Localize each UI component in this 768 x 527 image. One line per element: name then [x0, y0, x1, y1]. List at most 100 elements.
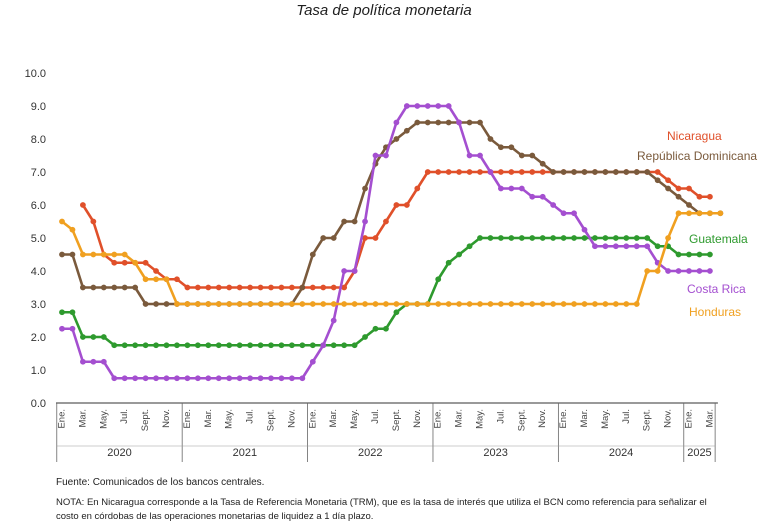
series-point	[518, 185, 525, 192]
series-point	[194, 284, 201, 291]
series-point	[194, 375, 201, 382]
series-point	[372, 301, 379, 307]
series-point	[571, 210, 577, 217]
series-point	[132, 259, 139, 266]
series-point	[69, 325, 76, 332]
series-point	[686, 251, 692, 258]
month-tick-label: Jul.	[621, 409, 632, 424]
month-tick-label: Sept.	[516, 409, 527, 431]
series-point	[560, 235, 567, 241]
series-point	[424, 301, 431, 307]
series-point	[278, 301, 285, 307]
series-point	[362, 301, 368, 307]
series-point	[163, 375, 170, 382]
series-point	[383, 218, 389, 225]
series-point	[581, 169, 588, 175]
y-tick-label: 10.0	[25, 68, 46, 80]
series-point	[257, 342, 264, 349]
series-point	[268, 301, 274, 307]
series-point	[466, 169, 473, 175]
series-point	[539, 301, 546, 307]
series-point	[351, 218, 358, 225]
series-point	[330, 342, 337, 349]
month-tick-label: Mar.	[203, 409, 214, 427]
series-point	[100, 358, 107, 365]
series-point	[403, 301, 410, 307]
month-tick-label: Mar.	[579, 409, 590, 427]
series-point	[654, 243, 661, 250]
year-label: 2020	[107, 447, 131, 459]
series-point	[508, 301, 515, 307]
series-point	[341, 268, 348, 274]
series-point	[393, 301, 400, 307]
series-point	[247, 375, 254, 382]
series-point	[539, 235, 546, 241]
series-point	[498, 144, 504, 151]
series-point	[153, 301, 159, 307]
series-point	[403, 127, 410, 134]
series-point	[299, 375, 306, 382]
series-point	[111, 375, 118, 382]
series-point	[665, 185, 671, 192]
series-point	[529, 169, 536, 175]
series-point	[592, 243, 598, 250]
series-point	[351, 268, 358, 274]
chart-title: Tasa de política monetaria	[296, 2, 472, 19]
series-point	[268, 375, 274, 382]
series-point	[184, 301, 191, 307]
series-point	[529, 152, 536, 159]
series-point	[498, 185, 504, 192]
series-point	[550, 301, 557, 307]
series-point	[163, 301, 170, 307]
series-point	[121, 284, 128, 291]
series-point	[330, 284, 337, 291]
series-point	[174, 301, 180, 307]
series-point	[142, 276, 149, 283]
series-point	[236, 284, 243, 291]
series-point	[121, 375, 128, 382]
month-tick-label: Nov.	[286, 409, 297, 428]
series-point	[205, 375, 212, 382]
series-point	[215, 284, 222, 291]
series-point	[602, 169, 609, 175]
series-point	[184, 342, 191, 349]
series-point	[215, 375, 222, 382]
series-point	[466, 119, 473, 126]
series-point	[393, 309, 400, 316]
series-point	[414, 119, 421, 126]
series-point	[163, 276, 170, 283]
series-point	[424, 169, 431, 175]
series-point	[80, 202, 86, 208]
series-point	[111, 251, 118, 258]
series-point	[508, 235, 515, 241]
series-point	[487, 301, 494, 307]
series-point	[644, 243, 651, 250]
series-point	[69, 226, 76, 233]
series-point	[539, 160, 546, 167]
series-point	[498, 301, 504, 307]
series-point	[675, 268, 682, 274]
series-point	[90, 218, 97, 225]
month-tick-label: Nov.	[412, 409, 423, 428]
month-tick-label: Jul.	[245, 409, 256, 424]
series-point	[508, 144, 515, 151]
series-point	[571, 235, 577, 241]
series-point	[309, 251, 316, 258]
series-point	[403, 103, 410, 109]
series-point	[686, 202, 692, 208]
series-point	[383, 152, 389, 159]
series-point	[153, 276, 159, 283]
series-point	[278, 375, 285, 382]
month-tick-label: May.	[349, 409, 360, 429]
series-point	[612, 235, 619, 241]
series-point	[257, 284, 264, 291]
series-point	[654, 177, 661, 184]
series-point	[696, 268, 703, 274]
series-point	[257, 375, 264, 382]
series-point	[362, 334, 368, 340]
series-point	[362, 185, 368, 192]
series-point	[456, 169, 462, 175]
series-point	[654, 268, 661, 274]
series-point	[623, 243, 630, 250]
series-point	[518, 169, 525, 175]
